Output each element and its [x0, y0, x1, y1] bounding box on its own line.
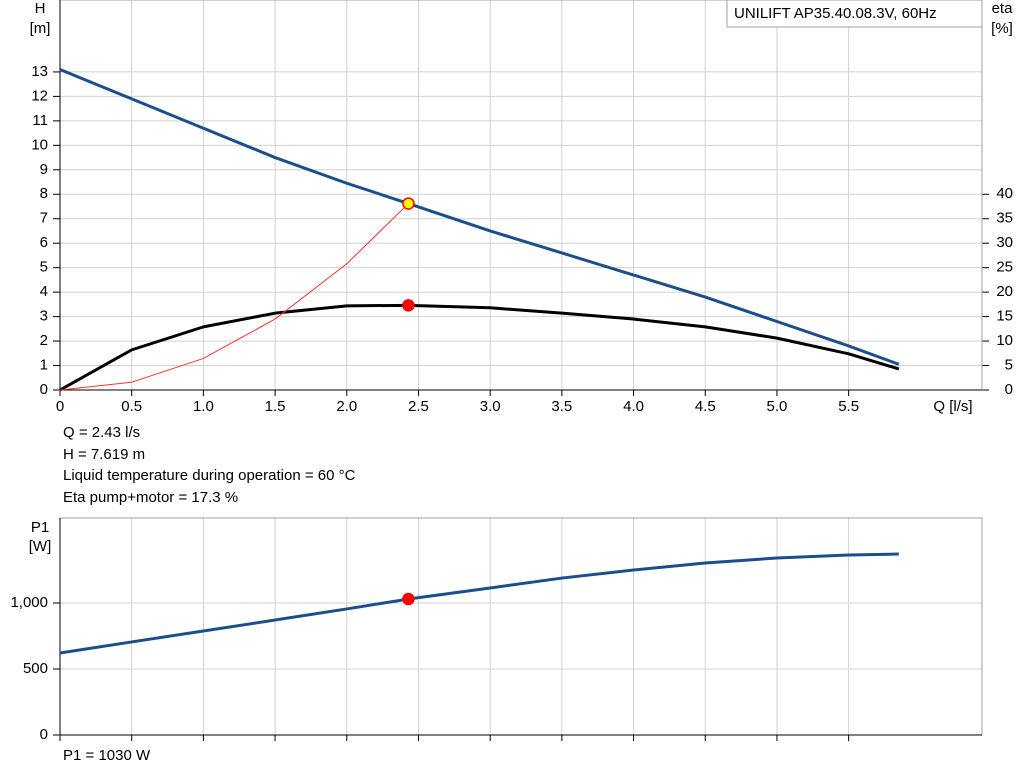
- y-tick-label: 1,000: [10, 594, 48, 611]
- x-tick-label: 1.0: [193, 398, 214, 415]
- annotation: Q = 2.43 l/s: [63, 424, 140, 441]
- y2-unit: [%]: [991, 20, 1013, 37]
- y-tick-label: 3: [40, 308, 48, 325]
- duty-point: [402, 299, 415, 312]
- y-tick-label: 10: [31, 136, 48, 153]
- y-tick-label: 0: [40, 381, 48, 398]
- y-unit: [W]: [29, 538, 52, 555]
- x-tick-label: 2.0: [336, 398, 357, 415]
- x-tick-label: 1.5: [265, 398, 286, 415]
- y-tick-label: 8: [40, 185, 48, 202]
- y2-tick-label: 25: [996, 259, 1013, 276]
- x-tick-label: 3.5: [551, 398, 572, 415]
- plot-frame: [59, 517, 983, 736]
- y-tick-label: 9: [40, 161, 48, 178]
- y2-label: eta: [992, 0, 1014, 17]
- curve: [59, 303, 900, 392]
- y2-tick-label: 0: [1005, 381, 1013, 398]
- x-tick-label: 5.0: [767, 398, 788, 415]
- x-tick-label: 3.0: [480, 398, 501, 415]
- annotation: H = 7.619 m: [63, 446, 145, 463]
- y2-tick-label: 20: [996, 283, 1013, 300]
- duty-point: [402, 592, 415, 606]
- annotation: P1 = 1030 W: [63, 747, 151, 764]
- y2-tick-label: 15: [996, 308, 1013, 325]
- y2-tick-label: 40: [996, 185, 1013, 202]
- y-label: P1: [31, 519, 49, 536]
- y-tick-label: 7: [40, 210, 48, 227]
- y-tick-label: 1: [40, 357, 48, 374]
- duty-point: [402, 197, 415, 210]
- chart-title: UNILIFT AP35.40.08.3V, 60Hz: [734, 5, 937, 22]
- curve: [59, 68, 900, 366]
- y-tick-label: 0: [40, 726, 48, 743]
- y-tick-label: 6: [40, 234, 48, 251]
- y2-tick-label: 30: [996, 234, 1013, 251]
- y-tick-label: 2: [40, 332, 48, 349]
- curve: [59, 552, 899, 655]
- y-tick-label: 11: [32, 112, 48, 129]
- x-label: Q [l/s]: [933, 398, 972, 415]
- y-unit: [m]: [30, 20, 51, 37]
- plot-frame: [59, 0, 983, 391]
- annotation: Eta pump+motor = 17.3 %: [63, 489, 238, 506]
- y-label: H: [35, 0, 46, 17]
- y-tick-label: 500: [23, 660, 48, 677]
- y-tick-label: 4: [40, 283, 48, 300]
- y2-tick-label: 10: [996, 332, 1013, 349]
- y-tick-label: 13: [31, 63, 48, 80]
- y2-tick-label: 5: [1005, 357, 1013, 374]
- x-tick-label: 2.5: [408, 398, 429, 415]
- annotation: Liquid temperature during operation = 60…: [63, 467, 356, 484]
- x-tick-label: 4.5: [695, 398, 716, 415]
- y2-tick-label: 35: [996, 210, 1013, 227]
- x-tick-label: 0: [56, 398, 64, 415]
- title-box: [726, 0, 983, 28]
- x-tick-label: 4.0: [623, 398, 644, 415]
- x-tick-label: 0.5: [121, 398, 142, 415]
- y-tick-label: 12: [31, 87, 48, 104]
- y-tick-label: 5: [40, 259, 48, 276]
- curve: [59, 203, 409, 391]
- x-tick-label: 5.5: [838, 398, 859, 415]
